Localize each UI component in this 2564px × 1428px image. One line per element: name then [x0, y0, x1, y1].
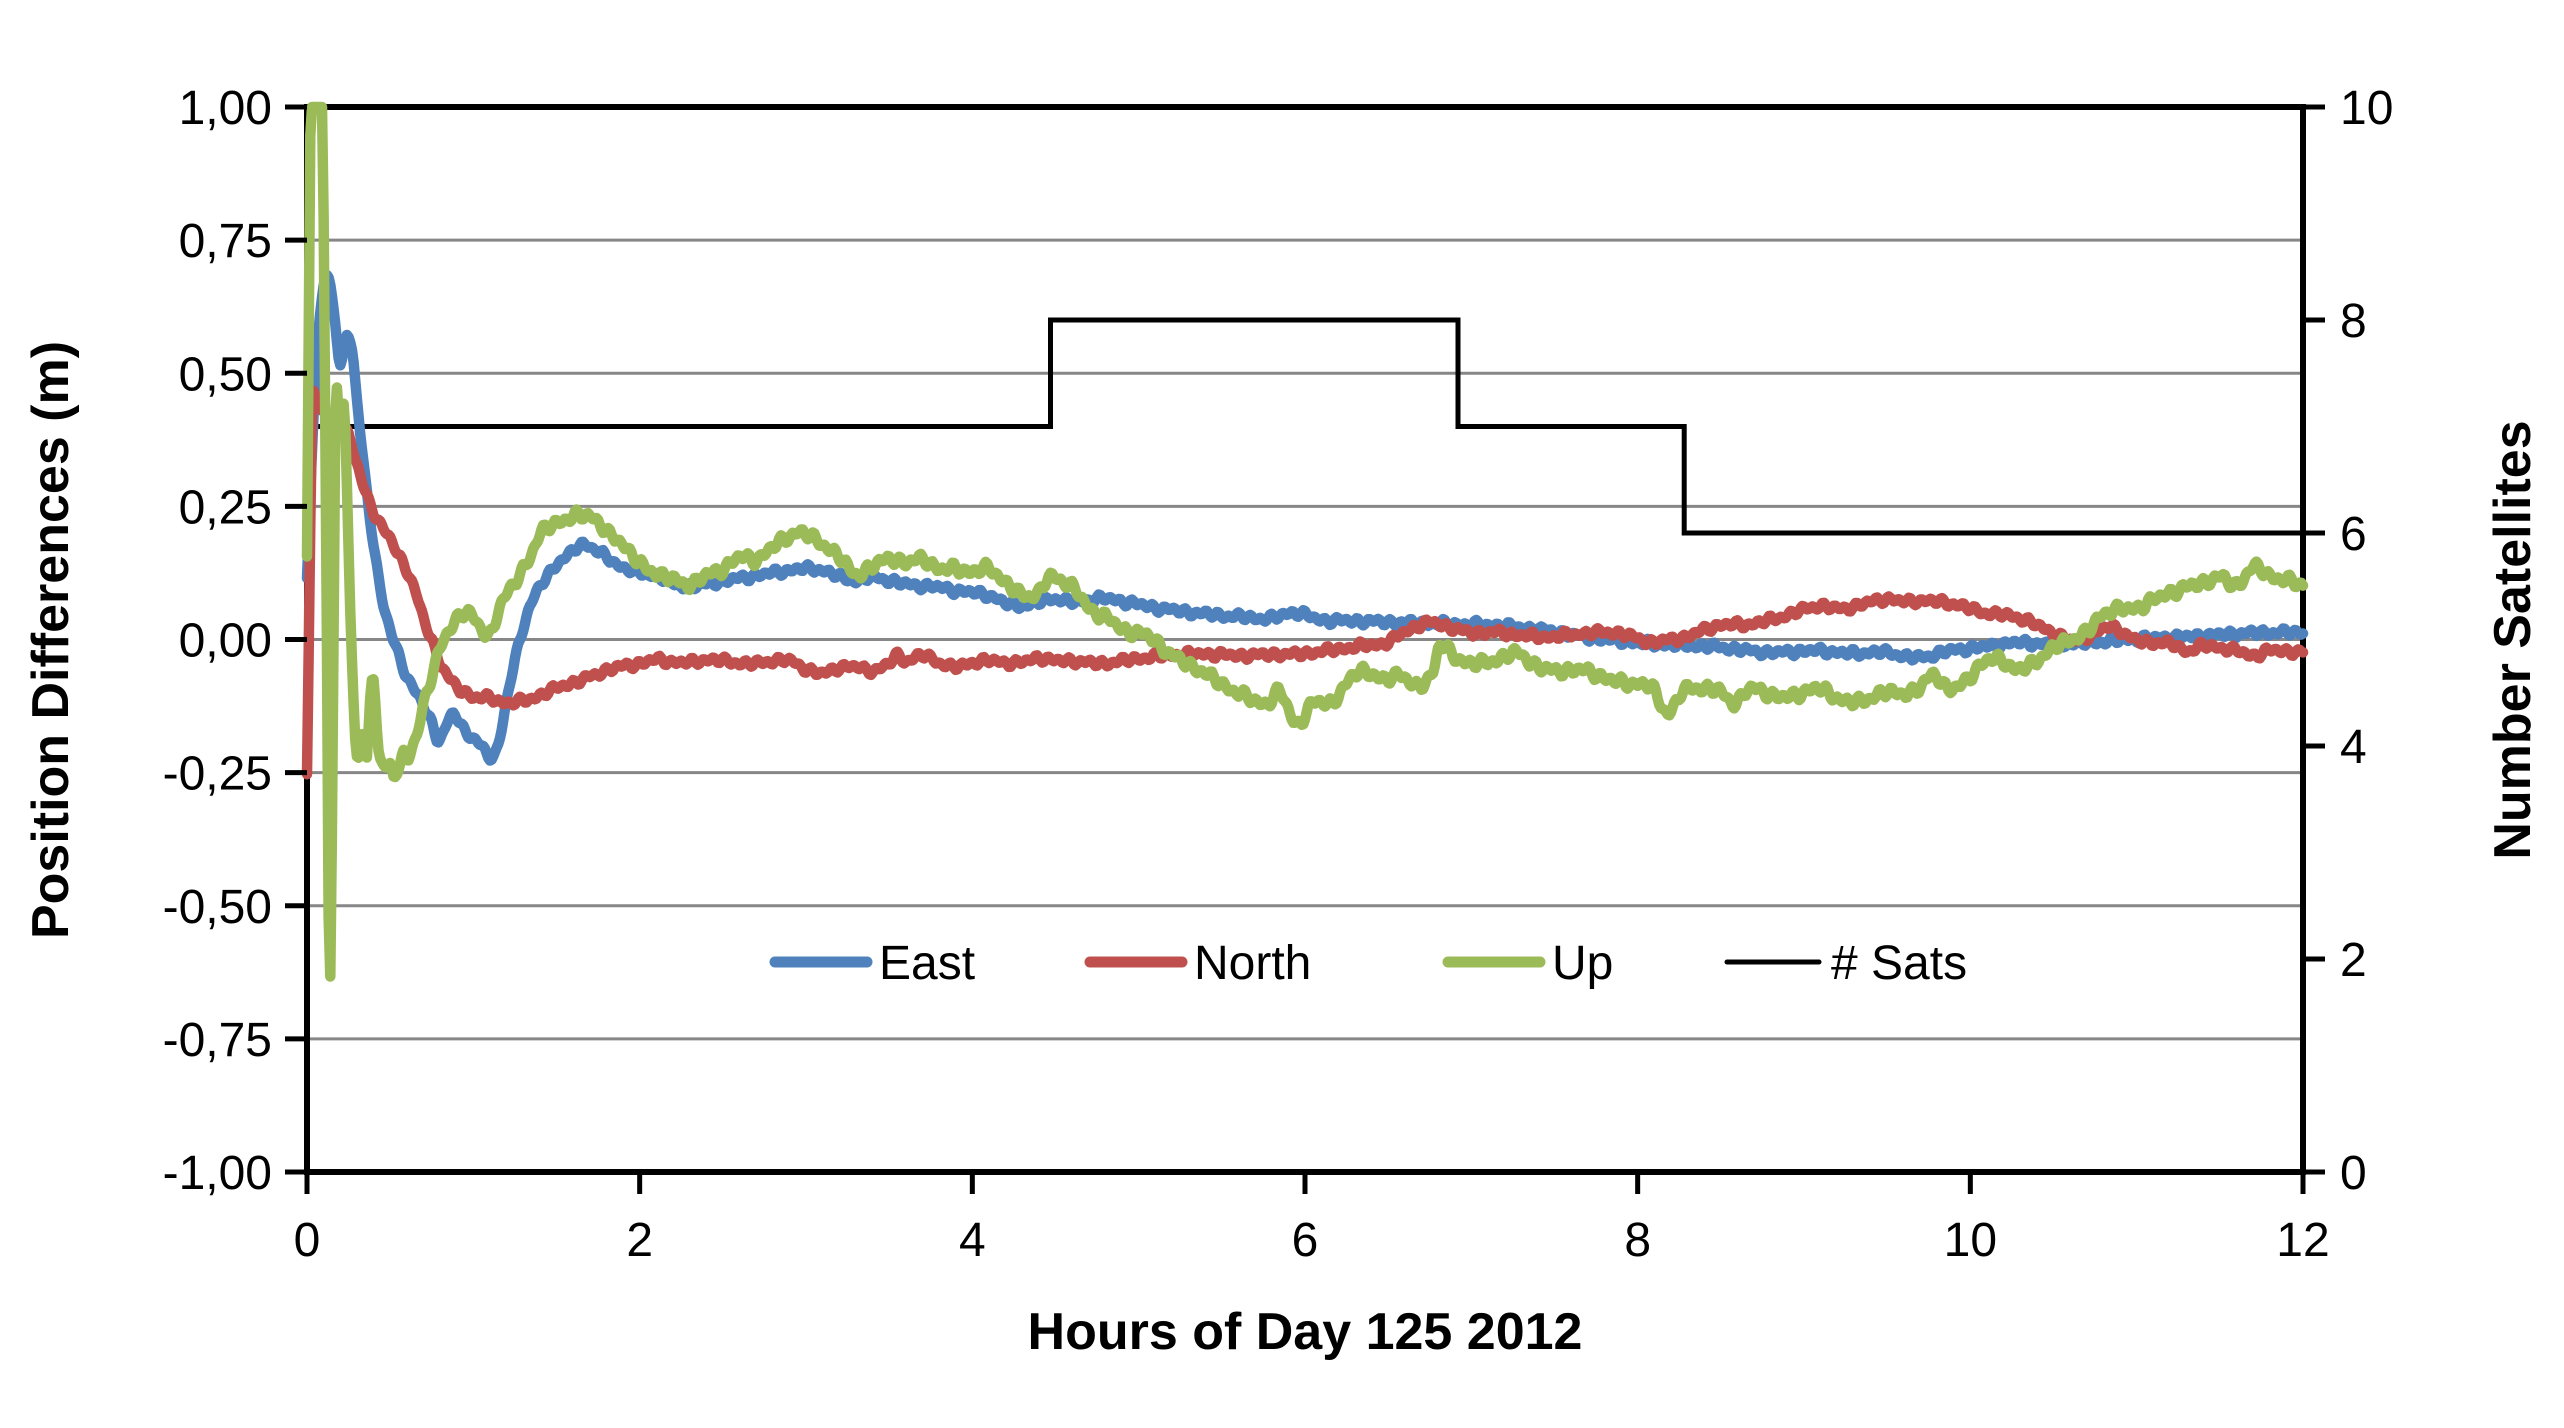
- legend-label-sats: # Sats: [1831, 937, 1967, 990]
- series-line-east: [301, 269, 2309, 766]
- y-axis-right-tick-label: 0: [2340, 1147, 2367, 1200]
- legend-label-east: East: [879, 937, 975, 990]
- series-line-up: [301, 101, 2309, 982]
- axis-ticks-layer: [285, 104, 2325, 1194]
- x-axis-tick-label: 2: [626, 1214, 653, 1267]
- x-axis-tick-label: 6: [1292, 1214, 1319, 1267]
- x-axis-tick-label: 4: [959, 1214, 986, 1267]
- y-axis-left-tick-label: 1,00: [179, 82, 272, 135]
- y-axis-right-tick-label: 6: [2340, 508, 2367, 561]
- y-axis-left-tick-label: -0,50: [163, 881, 272, 934]
- y-axis-left-tick-label: -0,75: [163, 1014, 272, 1067]
- x-axis-tick-label: 8: [1624, 1214, 1651, 1267]
- x-axis-title: Hours of Day 125 2012: [1028, 1303, 1583, 1361]
- gridlines-layer: [307, 238, 2303, 1041]
- legend-item-north: North: [1084, 937, 1311, 990]
- legend-item-up: Up: [1442, 937, 1613, 990]
- y-axis-right-tick-label: 10: [2340, 82, 2393, 135]
- y-axis-right-tick-label: 8: [2340, 295, 2367, 348]
- legend: East North Up # Sats: [769, 937, 1967, 990]
- x-axis-tick-label: 12: [2276, 1214, 2329, 1267]
- tick-labels-layer: 1,00 0,75 0,50 0,25 0,00 -0,25 -0,50 -0,75 -1,00…: [163, 82, 2394, 1267]
- y-axis-left-tick-label: 0,75: [179, 215, 272, 268]
- y-axis-left-tick-label: -0,25: [163, 748, 272, 801]
- y-axis-right-tick-label: 4: [2340, 721, 2367, 774]
- y-axis-left-tick-label: 0,50: [179, 348, 272, 401]
- legend-item-sats: # Sats: [1724, 937, 1967, 990]
- legend-item-east: East: [769, 937, 975, 990]
- legend-label-up: Up: [1552, 937, 1613, 990]
- y-axis-right-tick-label: 2: [2340, 934, 2367, 987]
- y-axis-left-tick-label: 0,00: [179, 615, 272, 668]
- x-axis-tick-label: 10: [1944, 1214, 1997, 1267]
- legend-label-north: North: [1194, 937, 1311, 990]
- x-axis-tick-label: 0: [294, 1214, 321, 1267]
- series-layer: [301, 101, 2309, 982]
- series-line-north: [301, 385, 2309, 780]
- y-axis-title-right: Number Satellites: [2484, 420, 2542, 859]
- y-axis-left-tick-label: -1,00: [163, 1147, 272, 1200]
- y-axis-left-tick-label: 0,25: [179, 481, 272, 534]
- y-axis-title-left: Position Differences (m): [22, 341, 80, 939]
- series-line-sats: [307, 317, 2303, 536]
